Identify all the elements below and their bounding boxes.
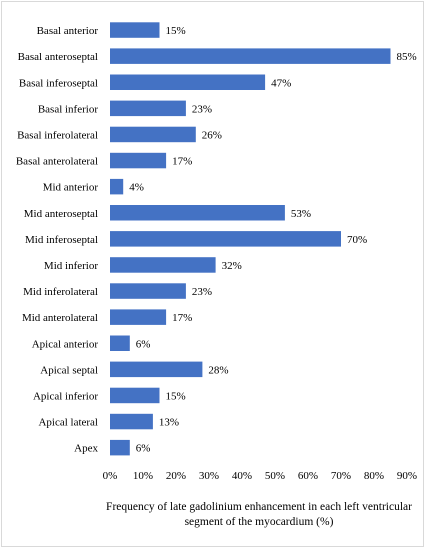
bar (110, 100, 186, 117)
x-tick-label: 50% (265, 470, 285, 482)
bar-value-label: 28% (208, 364, 228, 376)
category-label: Basal anteroseptal (18, 51, 98, 63)
bar-value-label: 53% (291, 208, 311, 220)
data-labels: 15% 85% 47% 23% 26% 17% 4% 53% 70% 32% 23% 17% 6% 28%… (129, 25, 416, 455)
bar-value-label: 85% (397, 51, 417, 63)
bars (110, 22, 391, 456)
category-label: Basal anterior (37, 25, 99, 37)
bar-value-label: 47% (271, 77, 291, 89)
bar (110, 387, 160, 404)
category-label: Mid anterior (43, 182, 99, 194)
bar-value-label: 6% (136, 443, 151, 455)
bar-value-label: 15% (166, 390, 186, 402)
bar (110, 74, 266, 90)
category-label: Apical lateral (38, 417, 98, 429)
category-labels: Basal anterior Basal anteroseptal Basal in… (16, 25, 99, 455)
bar (110, 126, 196, 143)
bar-value-label: 32% (222, 260, 242, 272)
category-label: Mid inferior (44, 260, 98, 272)
x-tick-label: 80% (364, 470, 384, 482)
bar (110, 283, 186, 299)
bar (110, 152, 167, 169)
x-tick-label: 0% (103, 470, 118, 482)
category-label: Mid inferoseptal (25, 234, 98, 246)
bar-value-label: 26% (202, 129, 222, 141)
category-label: Mid anteroseptal (24, 208, 98, 220)
x-tick-label: 70% (331, 470, 351, 482)
category-label: Apical inferior (33, 390, 98, 402)
bar-value-label: 23% (192, 286, 212, 298)
category-label: Basal inferoseptal (19, 77, 98, 89)
category-label: Mid inferolateral (23, 286, 98, 298)
x-tick-labels: 0% 10% 20% 30% 40% 50% 60% 70% 80% 90% (103, 470, 417, 482)
bar-value-label: 6% (136, 338, 151, 350)
bar-value-label: 13% (159, 417, 179, 429)
x-tick-label: 20% (166, 470, 186, 482)
bar (110, 413, 153, 430)
x-tick-label: 30% (199, 470, 219, 482)
bar (110, 361, 203, 378)
x-axis-title-line-2: segment of the myocardium (%) (185, 516, 334, 528)
bar (110, 309, 167, 325)
bar (110, 257, 216, 273)
bar (110, 335, 130, 351)
bar-value-label: 70% (347, 234, 367, 246)
x-tick-label: 10% (133, 470, 153, 482)
category-label: Basal inferolateral (17, 129, 98, 141)
category-label: Apex (74, 443, 98, 455)
x-tick-label: 90% (397, 470, 417, 482)
bar (110, 48, 391, 64)
bar-value-label: 17% (172, 156, 192, 168)
bar-value-label: 17% (172, 312, 192, 324)
bar-value-label: 23% (192, 103, 212, 115)
category-label: Basal inferior (38, 103, 99, 115)
category-label: Basal anterolateral (16, 156, 98, 168)
category-label: Apical anterior (32, 338, 99, 350)
bar (110, 231, 341, 247)
bar-value-label: 15% (166, 25, 186, 37)
bar-value-label: 4% (129, 182, 144, 194)
bar (110, 205, 285, 221)
bar (110, 22, 160, 38)
category-label: Mid anterolateral (22, 312, 98, 324)
bar (110, 439, 130, 456)
category-label: Apical septal (40, 364, 98, 376)
bar (110, 178, 124, 195)
x-tick-label: 40% (232, 470, 252, 482)
x-tick-label: 60% (298, 470, 318, 482)
x-axis-title-line-1: Frequency of late gadolinium enhancement… (106, 501, 412, 513)
